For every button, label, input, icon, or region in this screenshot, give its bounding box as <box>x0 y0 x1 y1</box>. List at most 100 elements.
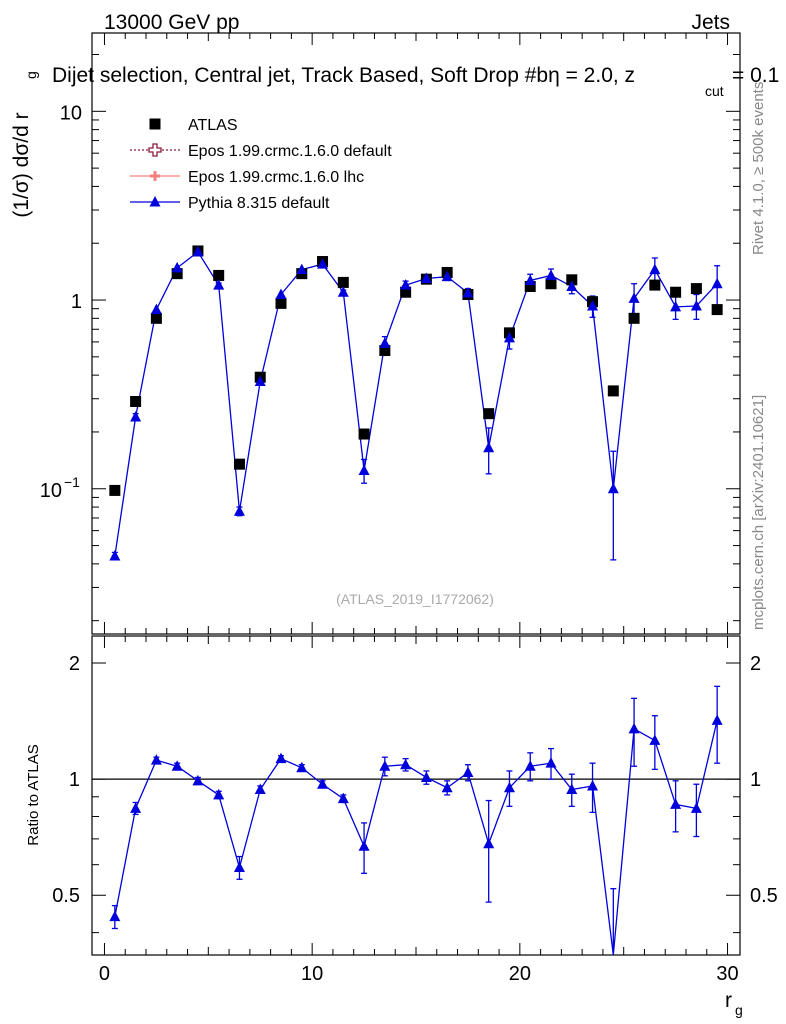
pythia-point <box>400 279 412 290</box>
legend-label: Pythia 8.315 default <box>188 195 330 212</box>
subtitle-text: Dijet selection, Central jet, Track Base… <box>52 64 635 87</box>
atlas-point <box>379 345 391 357</box>
legend-item: ATLAS <box>149 117 238 134</box>
ylabel-main-text: (1/σ) dσ/d r <box>10 112 33 217</box>
mcplots-label: mcplots.cern.ch [arXiv:2401.10621] <box>750 395 767 630</box>
atlas-point <box>607 385 619 397</box>
atlas-point <box>400 286 412 298</box>
pythia-point <box>358 464 370 475</box>
atlas-point <box>566 274 578 286</box>
subtitle: Dijet selection, Central jet, Track Base… <box>52 64 779 99</box>
atlas-point <box>130 396 142 408</box>
ratio-point <box>670 798 682 809</box>
pythia-point <box>337 286 349 297</box>
legend-label: Epos 1.99.crmc.1.6.0 lhc <box>188 169 364 186</box>
ratio-point <box>213 788 225 800</box>
ratio-point <box>337 792 349 804</box>
ratio-point <box>503 781 515 793</box>
ratio-point <box>628 722 640 734</box>
pythia-point <box>420 272 432 284</box>
ratio-point <box>566 783 578 794</box>
x-tick-label: 30 <box>716 963 738 985</box>
pythia-point <box>524 274 536 285</box>
xlabel-sub: g <box>735 1002 743 1018</box>
ratio-point <box>192 774 204 786</box>
atlas-point <box>649 279 661 291</box>
pythia-point <box>150 303 162 315</box>
pythia-point <box>130 411 142 422</box>
pythia-point <box>587 299 599 311</box>
ratio-point <box>587 779 599 791</box>
atlas-point <box>483 408 495 420</box>
ratio-point <box>150 754 162 765</box>
xlabel: r g <box>725 989 743 1018</box>
y-tick-label-ratio-right: 2 <box>750 653 761 675</box>
pythia-point <box>192 245 204 257</box>
y-tick-label-main: 1 <box>71 291 82 313</box>
y-tick-label-main-exponent: −1 <box>64 474 80 490</box>
pythia-point <box>711 277 723 289</box>
main-plot-marks <box>109 245 723 561</box>
ratio-point <box>358 840 370 851</box>
pythia-point <box>462 286 474 298</box>
ratio-point <box>441 781 453 793</box>
ratio-point <box>462 766 474 778</box>
pythia-point <box>483 441 495 453</box>
atlas-point <box>171 268 183 280</box>
header-left: 13000 GeV pp <box>104 11 239 34</box>
ratio-point <box>711 714 723 725</box>
legend-triangle-marker <box>149 196 161 207</box>
pythia-point <box>171 261 183 273</box>
y-tick-label-ratio: 0.5 <box>52 885 80 907</box>
pythia-point <box>296 263 308 275</box>
ratio-point <box>317 778 329 789</box>
subtitle-sub: cut <box>705 83 724 99</box>
pythia-point <box>254 375 266 387</box>
atlas-point <box>524 280 536 292</box>
atlas-point <box>275 297 287 309</box>
y-tick-label-main: 10 <box>40 480 62 502</box>
x-tick-label: 10 <box>301 963 323 985</box>
legend-label: Epos 1.99.crmc.1.6.0 default <box>188 143 392 160</box>
ratio-point <box>254 783 266 794</box>
ratio-point <box>545 757 557 768</box>
legend-cross-marker <box>150 171 160 181</box>
subtitle-tail: = 0.1 <box>732 64 779 87</box>
legend-label: ATLAS <box>188 117 238 134</box>
pythia-point <box>109 550 121 561</box>
ratio-point <box>296 761 308 773</box>
ratio-point <box>379 760 391 771</box>
pythia-point <box>566 280 578 291</box>
ratio-line <box>114 720 718 956</box>
atlas-point <box>233 458 245 470</box>
atlas-point <box>150 312 162 324</box>
atlas-point <box>711 304 723 316</box>
pythia-point <box>545 269 557 280</box>
ylabel-main-sub: g <box>23 71 39 79</box>
pythia-point <box>690 299 702 311</box>
y-tick-label-main: 10 <box>60 102 82 124</box>
legend: ATLAS Epos 1.99.crmc.1.6.0 default Epos 1.… <box>130 117 392 212</box>
legend-item: Epos 1.99.crmc.1.6.0 default <box>130 143 392 160</box>
pythia-point <box>670 300 682 312</box>
ylabel-ratio: Ratio to ATLAS <box>25 744 42 845</box>
atlas-point <box>337 276 349 288</box>
ratio-point <box>420 771 432 782</box>
y-tick-label-ratio: 2 <box>69 653 80 675</box>
legend-square-marker <box>149 118 161 130</box>
atlas-point <box>213 269 225 281</box>
y-tick-label-ratio-right: 0.5 <box>750 885 778 907</box>
ratio-point <box>483 837 495 849</box>
legend-cross-marker <box>148 143 162 157</box>
pythia-point <box>628 292 640 303</box>
ratio-point <box>130 802 142 813</box>
ratio-point <box>690 802 702 813</box>
ratio-plot-frame <box>91 635 741 956</box>
pythia-point <box>275 288 287 299</box>
analysis-watermark: (ATLAS_2019_I1772062) <box>336 591 494 607</box>
x-tick-label: 20 <box>509 963 531 985</box>
atlas-point <box>545 278 557 290</box>
header-right: Jets <box>691 11 730 34</box>
atlas-point <box>670 286 682 298</box>
